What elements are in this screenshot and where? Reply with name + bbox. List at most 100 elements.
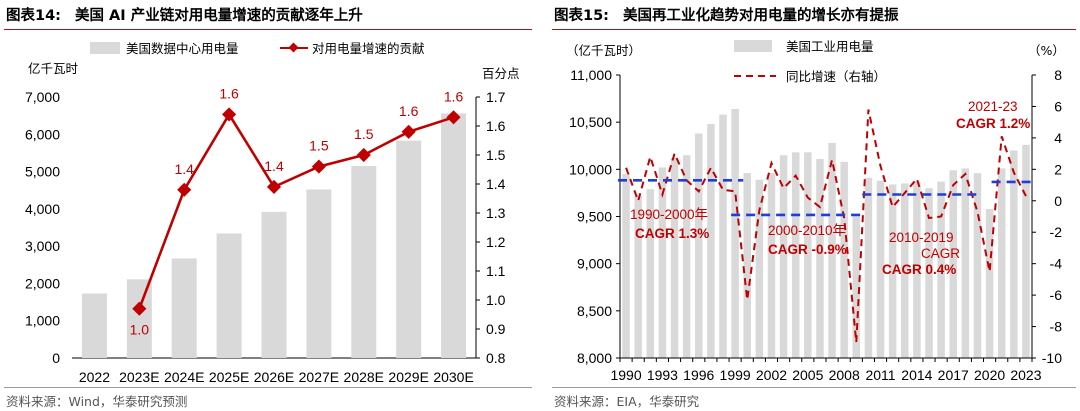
x-tick-label: 1996 bbox=[683, 367, 714, 383]
line-point bbox=[311, 159, 326, 174]
y-tick-label: 8,000 bbox=[577, 350, 612, 366]
bar bbox=[840, 161, 848, 358]
y-tick-label: 10,000 bbox=[569, 161, 612, 177]
x-tick-label: 2030E bbox=[433, 369, 473, 385]
y-tick-label: 10,500 bbox=[569, 114, 612, 130]
x-tick-label: 2027E bbox=[299, 369, 339, 385]
x-tick-label: 2008 bbox=[829, 367, 860, 383]
bar bbox=[804, 152, 812, 358]
bar bbox=[816, 158, 824, 358]
series-line bbox=[138, 111, 454, 310]
x-tick-label: 2022 bbox=[79, 369, 110, 385]
figure-14-panel: 图表14: 美国 AI 产业链对用电量增速的贡献逐年上升 美国数据中心用电量 对用电… bbox=[0, 0, 536, 411]
x-tick-label: 1993 bbox=[647, 367, 678, 383]
y2-tick-label: 1.3 bbox=[486, 205, 506, 221]
y2-tick-label: 1.1 bbox=[486, 263, 506, 279]
bar bbox=[1022, 144, 1030, 358]
bar bbox=[949, 170, 957, 358]
x-tick-label: 1999 bbox=[720, 367, 751, 383]
y2-tick-label: -10 bbox=[1042, 350, 1062, 366]
bar bbox=[973, 173, 982, 358]
legend-label: 美国数据中心用电量 bbox=[126, 41, 239, 56]
left-axis-unit: 亿千瓦时 bbox=[28, 61, 79, 76]
x-tick-label: 2024E bbox=[164, 369, 204, 385]
bar bbox=[937, 181, 945, 358]
bar bbox=[997, 168, 1006, 358]
cagr-label: 1990-2000年 bbox=[630, 207, 708, 222]
y-tick-label: 8,500 bbox=[577, 303, 612, 319]
bar bbox=[985, 208, 994, 358]
x-tick-label: 2025E bbox=[209, 369, 249, 385]
bar bbox=[913, 181, 921, 358]
left-axis-unit: （亿千瓦时） bbox=[566, 43, 641, 58]
bar bbox=[261, 211, 287, 358]
data-label: 1.4 bbox=[264, 158, 284, 174]
bar bbox=[126, 279, 152, 358]
bar bbox=[351, 165, 377, 358]
line-point bbox=[132, 301, 147, 316]
figure-14-number: 图表14: bbox=[6, 8, 61, 24]
cagr-value: CAGR -0.9% bbox=[768, 242, 847, 257]
data-label: 1.6 bbox=[444, 88, 464, 104]
legend-label: 对用电量增速的贡献 bbox=[312, 41, 425, 56]
line-point bbox=[446, 110, 461, 125]
figure-15-source: 资料来源：EIA，华泰研究 bbox=[554, 394, 700, 409]
y2-tick-label: 1.6 bbox=[486, 118, 506, 134]
y2-tick-label: 8 bbox=[1054, 67, 1062, 83]
bar bbox=[171, 258, 197, 358]
data-label: 1.4 bbox=[174, 161, 194, 177]
bar bbox=[441, 113, 467, 358]
line-point bbox=[177, 182, 192, 197]
bar bbox=[791, 152, 800, 358]
x-tick-label: 2023E bbox=[119, 369, 159, 385]
bar bbox=[396, 140, 422, 358]
y-tick-label: 11,000 bbox=[570, 67, 612, 83]
data-label: 1.6 bbox=[399, 103, 419, 119]
right-axis-unit: （%） bbox=[1028, 43, 1065, 58]
bar bbox=[306, 189, 332, 358]
y-tick-label: 1,000 bbox=[25, 313, 60, 329]
bar bbox=[695, 133, 703, 358]
cagr-value: CAGR 1.3% bbox=[635, 226, 709, 241]
source-rule bbox=[552, 387, 1076, 388]
y2-tick-label: -6 bbox=[1050, 287, 1063, 303]
y-tick-label: 2,000 bbox=[25, 275, 60, 291]
bar bbox=[755, 179, 764, 358]
y-tick-label: 0 bbox=[52, 350, 60, 366]
cagr-value: CAGR 0.4% bbox=[882, 262, 956, 277]
bar bbox=[779, 155, 788, 358]
bar bbox=[743, 173, 751, 358]
y2-tick-label: 1.5 bbox=[486, 147, 506, 163]
y-tick-label: 9,000 bbox=[577, 256, 612, 272]
y2-tick-label: -4 bbox=[1050, 256, 1063, 272]
cagr-label: 2000-2010年 bbox=[768, 223, 846, 238]
bar bbox=[876, 180, 885, 358]
bar bbox=[864, 177, 873, 358]
bar bbox=[707, 124, 715, 358]
cagr-label: 2021-23 bbox=[968, 99, 1018, 114]
x-tick-label: 2017 bbox=[938, 367, 969, 383]
y2-tick-label: 1.4 bbox=[486, 176, 506, 192]
bar bbox=[682, 155, 691, 358]
bar bbox=[670, 158, 679, 358]
y-tick-label: 7,000 bbox=[25, 89, 60, 105]
cagr-value: CAGR 1.2% bbox=[956, 116, 1030, 131]
line-point bbox=[401, 124, 416, 139]
figure-15-panel: 图表15: 美国再工业化趋势对用电量的增长亦有提振 （亿千瓦时） （%） 美国工业用电… bbox=[548, 0, 1080, 411]
data-label: 1.5 bbox=[354, 126, 374, 142]
line-point bbox=[222, 107, 237, 122]
y2-tick-label: 0 bbox=[1054, 193, 1062, 209]
y-tick-label: 4,000 bbox=[25, 201, 60, 217]
y-tick-label: 5,000 bbox=[25, 164, 60, 180]
figure-14-title-text: 美国 AI 产业链对用电量增速的贡献逐年上升 bbox=[74, 8, 363, 24]
right-axis-unit: 百分点 bbox=[482, 66, 520, 81]
legend-bar-swatch bbox=[734, 40, 772, 52]
line-point bbox=[356, 147, 371, 163]
bar bbox=[81, 293, 107, 358]
x-tick-label: 2014 bbox=[901, 367, 932, 383]
bar bbox=[658, 167, 667, 358]
data-label: 1.0 bbox=[130, 322, 150, 338]
figure-15-title-text: 美国再工业化趋势对用电量的增长亦有提振 bbox=[622, 8, 899, 24]
y2-tick-label: 6 bbox=[1054, 98, 1062, 114]
figure-15-title: 图表15: 美国再工业化趋势对用电量的增长亦有提振 bbox=[554, 4, 898, 25]
